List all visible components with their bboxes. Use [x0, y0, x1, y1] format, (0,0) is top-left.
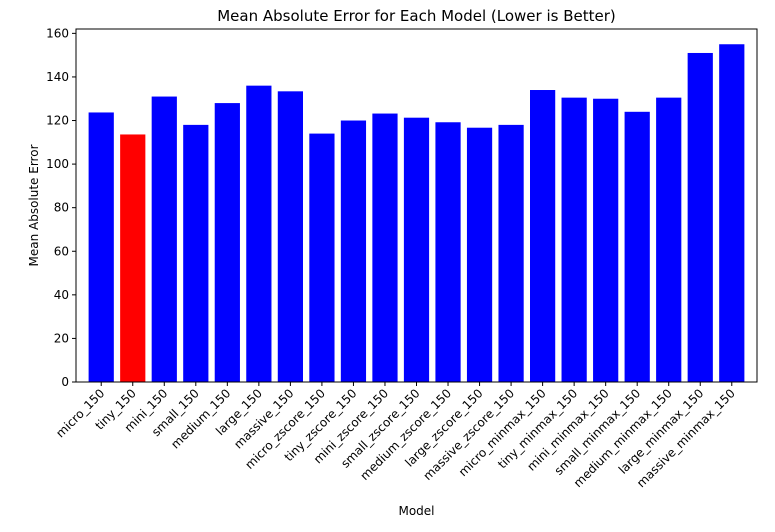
bar-mini_150 — [151, 96, 177, 383]
y-tick-label: 60 — [54, 244, 69, 258]
bar-massive_150 — [277, 91, 303, 382]
bar-large_zscore_150 — [466, 127, 493, 383]
y-tick-label: 0 — [61, 375, 69, 389]
y-tick-label: 20 — [54, 331, 69, 345]
y-axis-label: Mean Absolute Error — [27, 144, 41, 266]
y-tick-label: 160 — [46, 26, 69, 40]
bar-micro_minmax_150 — [530, 90, 556, 382]
x-axis-label: Model — [398, 504, 434, 518]
bar-large_minmax_150 — [687, 52, 713, 382]
bar-tiny_minmax_150 — [561, 97, 587, 382]
bar-medium_150 — [214, 103, 240, 382]
bar-medium_minmax_150 — [656, 97, 682, 382]
bar-small_minmax_150 — [624, 111, 650, 383]
bar-micro_150 — [88, 112, 114, 383]
bar-massive_zscore_150 — [498, 124, 524, 382]
y-tick-label: 120 — [46, 114, 69, 128]
bar-small_150 — [183, 124, 209, 382]
y-tick-label: 100 — [46, 157, 69, 171]
y-tick-label: 40 — [54, 288, 69, 302]
bar-mini_minmax_150 — [593, 98, 619, 382]
bar-large_150 — [246, 85, 272, 383]
x-tick-label: micro_150 — [53, 386, 107, 440]
bar-massive_minmax_150 — [719, 44, 745, 382]
y-tick-label: 80 — [54, 201, 69, 215]
bar-medium_zscore_150 — [435, 122, 461, 382]
bar-micro_zscore_150 — [309, 133, 335, 382]
y-tick-label: 140 — [46, 70, 69, 84]
bar-tiny_zscore_150 — [340, 120, 367, 383]
bar-tiny_150 — [120, 134, 146, 382]
bar-mini_zscore_150 — [372, 113, 398, 383]
chart-title: Mean Absolute Error for Each Model (Lowe… — [217, 7, 616, 25]
plot-area: 020406080100120140160micro_150tiny_150mi… — [46, 26, 758, 490]
bar-small_zscore_150 — [403, 117, 430, 382]
